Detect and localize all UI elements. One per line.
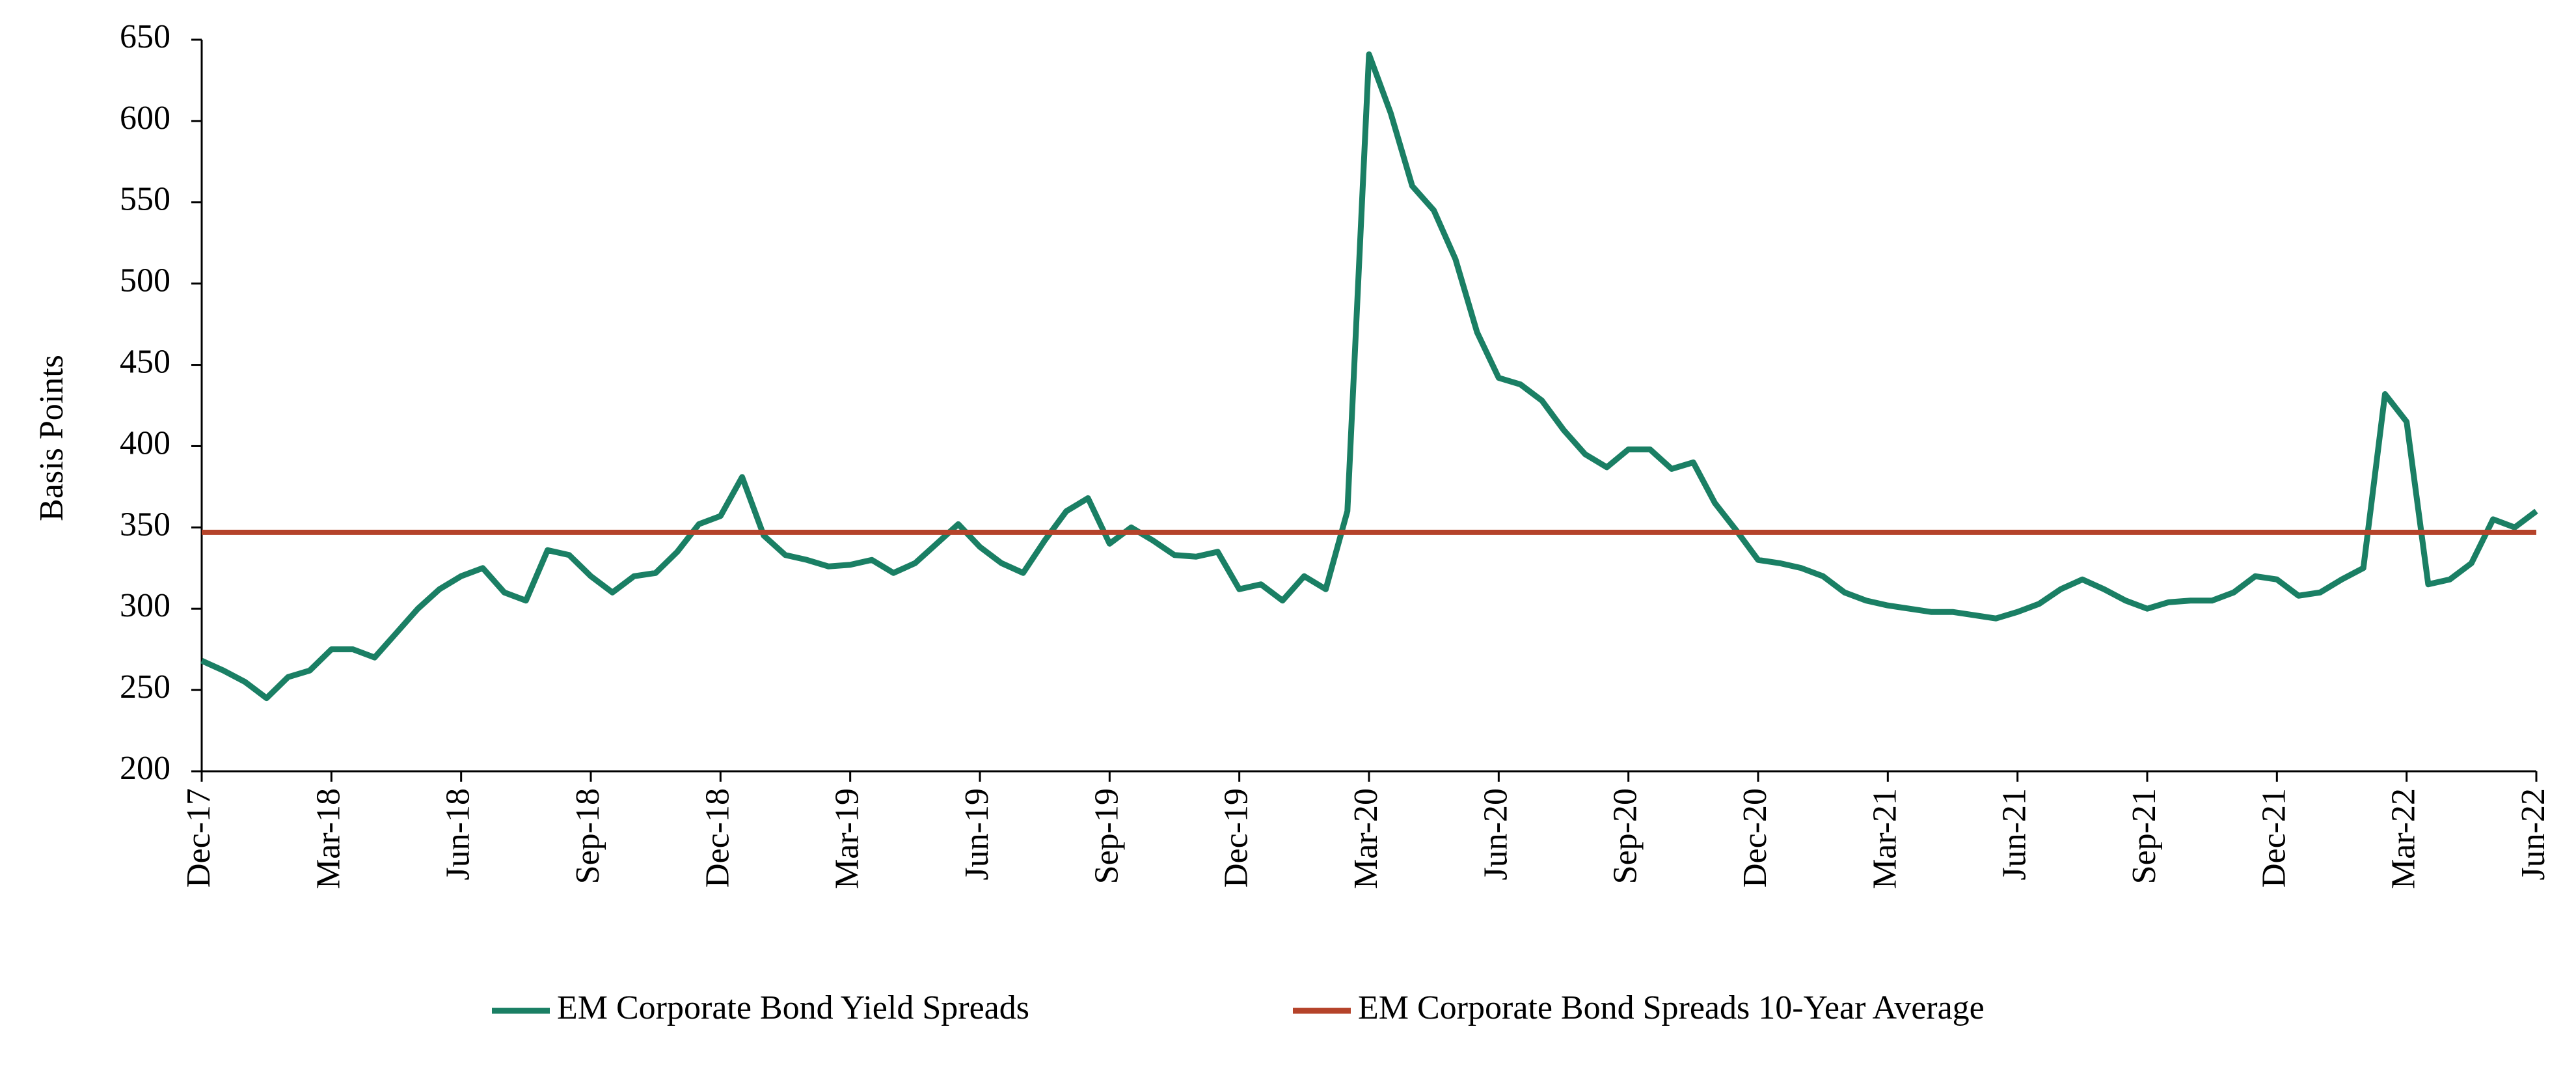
- y-tick-label: 200: [120, 750, 170, 787]
- x-tick-label: Mar-18: [310, 788, 347, 889]
- x-tick-label: Dec-20: [1737, 788, 1774, 888]
- y-tick-label: 500: [120, 262, 170, 299]
- x-tick-label: Dec-21: [2255, 788, 2292, 888]
- x-tick-label: Mar-19: [829, 788, 866, 889]
- legend-label: EM Corporate Bond Spreads 10-Year Averag…: [1358, 989, 1985, 1026]
- y-tick-label: 450: [120, 343, 170, 380]
- series-line: [200, 51, 2538, 702]
- x-tick-label: Dec-17: [180, 788, 217, 888]
- x-tick-label: Sep-18: [569, 788, 606, 884]
- y-tick-label: 350: [120, 506, 170, 543]
- x-tick-label: Dec-18: [699, 788, 736, 888]
- y-tick-label: 550: [120, 181, 170, 218]
- y-tick-label: 250: [120, 668, 170, 706]
- x-tick-label: Jun-19: [958, 788, 996, 881]
- y-tick-label: 600: [120, 100, 170, 137]
- y-tick-label: 650: [120, 18, 170, 55]
- x-tick-label: Mar-21: [1866, 788, 1903, 889]
- legend-label: EM Corporate Bond Yield Spreads: [557, 989, 1029, 1026]
- x-tick-label: Mar-22: [2385, 788, 2422, 889]
- x-tick-label: Sep-20: [1607, 788, 1644, 884]
- y-axis-label: Basis Points: [33, 355, 70, 521]
- x-tick-label: Jun-21: [1996, 788, 2033, 881]
- x-tick-label: Jun-22: [2515, 788, 2552, 881]
- x-tick-label: Mar-20: [1348, 788, 1385, 889]
- y-tick-label: 300: [120, 587, 170, 624]
- x-tick-label: Jun-20: [1477, 788, 1514, 881]
- y-tick-label: 400: [120, 424, 170, 461]
- x-tick-label: Sep-21: [2126, 788, 2163, 884]
- x-tick-label: Jun-18: [440, 788, 477, 881]
- x-tick-label: Sep-19: [1088, 788, 1125, 884]
- x-tick-label: Dec-19: [1218, 788, 1255, 888]
